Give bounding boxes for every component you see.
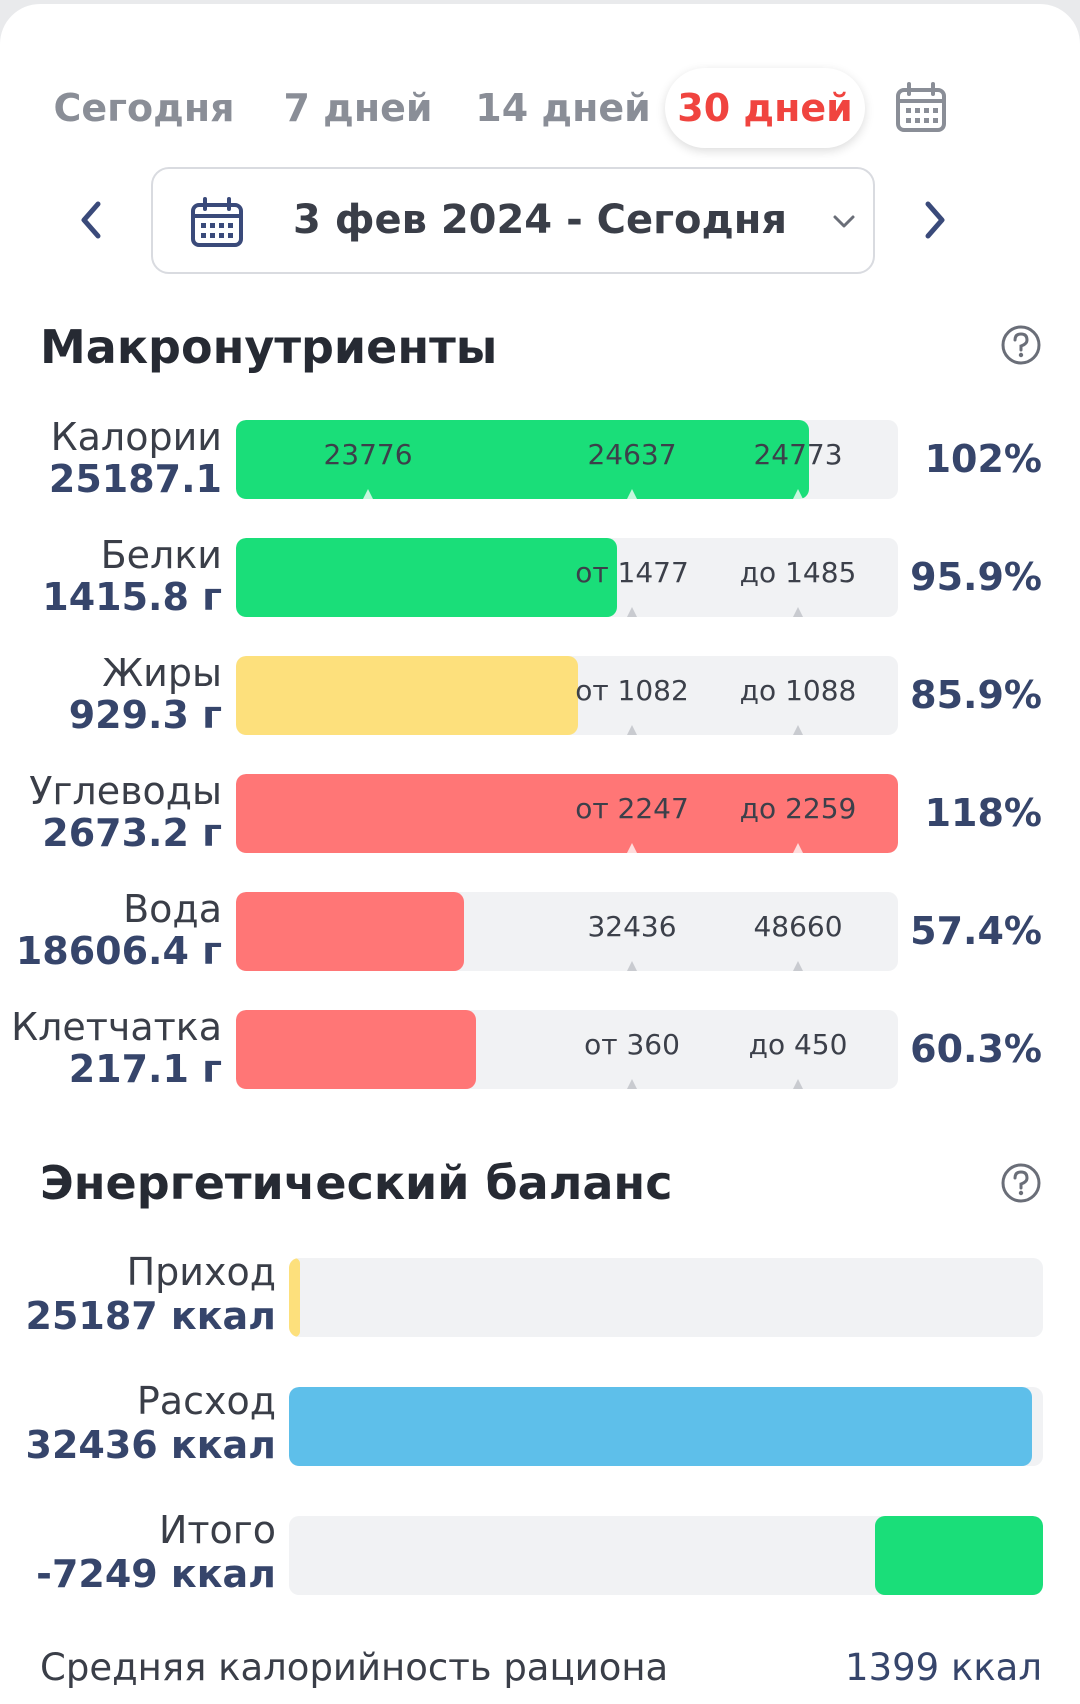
calendar-icon[interactable] <box>893 80 949 136</box>
average-calories-label: Средняя калорийность рациона <box>40 1646 669 1689</box>
macro-label: Вода 18606.4 г <box>16 888 222 972</box>
macro-name: Клетчатка <box>11 1005 222 1049</box>
macro-target-marker <box>793 961 803 971</box>
macro-target-marker <box>627 961 637 971</box>
period-tabs: Сегодня 7 дней 14 дней 30 дней <box>42 68 962 148</box>
macro-target-marker <box>627 489 637 499</box>
macro-progress-fill <box>236 774 898 853</box>
energy-value: 32436 ккал <box>25 1423 277 1467</box>
macro-percent: 57.4% <box>910 909 1042 953</box>
macro-name: Калории <box>50 415 222 459</box>
macro-progress-bar: от 2247 до 2259 <box>236 774 898 853</box>
macro-name: Белки <box>100 533 222 577</box>
energy-bar <box>289 1387 1043 1466</box>
chevron-right-icon[interactable] <box>914 192 954 248</box>
macro-target-marker-label: 48660 <box>753 910 843 943</box>
macro-target-marker <box>793 489 803 499</box>
macro-value: 25187.1 <box>48 457 222 501</box>
calendar-icon <box>189 197 245 249</box>
tab-14-days[interactable]: 14 дней <box>475 86 651 130</box>
macro-target-marker <box>627 725 637 735</box>
macros-title: Макронутриенты <box>40 320 498 374</box>
macro-name: Жиры <box>102 651 222 695</box>
help-icon[interactable] <box>1000 324 1042 366</box>
macro-progress-fill <box>236 1010 476 1089</box>
energy-value: -7249 ккал <box>36 1552 276 1596</box>
macro-target-marker <box>363 489 373 499</box>
energy-name: Расход <box>136 1379 276 1423</box>
macro-target-marker-label: от 2247 <box>575 792 689 825</box>
energy-label: Расход 32436 ккал <box>26 1379 277 1467</box>
macro-progress-fill <box>236 892 464 971</box>
tab-7-days[interactable]: 7 дней <box>283 86 433 130</box>
macro-target-marker-label: 24773 <box>753 438 843 471</box>
average-calories-value: 1399 ккал <box>845 1646 1042 1689</box>
energy-bar-fill <box>875 1516 1043 1595</box>
date-range-selector[interactable]: 3 фев 2024 - Сегодня <box>151 167 875 274</box>
macro-target-marker-label: до 2259 <box>739 792 857 825</box>
macro-progress-bar: 32436 48660 <box>236 892 898 971</box>
macro-target-marker <box>793 725 803 735</box>
macro-value: 1415.8 г <box>42 575 222 619</box>
macro-target-marker <box>793 607 803 617</box>
macro-label: Клетчатка 217.1 г <box>11 1006 222 1090</box>
macro-target-marker <box>627 843 637 853</box>
macro-percent: 85.9% <box>910 673 1042 717</box>
chevron-left-icon[interactable] <box>72 192 112 248</box>
chevron-down-icon <box>829 207 859 237</box>
macro-progress-fill <box>236 420 809 499</box>
date-range-label: 3 фев 2024 - Сегодня <box>293 197 788 243</box>
energy-label: Итого -7249 ккал <box>36 1508 276 1596</box>
help-icon[interactable] <box>1000 1162 1042 1204</box>
macro-label: Углеводы 2673.2 г <box>29 770 222 854</box>
macro-percent: 95.9% <box>910 555 1042 599</box>
macro-progress-fill <box>236 656 578 735</box>
macro-label: Жиры 929.3 г <box>69 652 222 736</box>
macro-target-marker <box>793 1079 803 1089</box>
macro-target-marker <box>627 1079 637 1089</box>
macro-progress-fill <box>236 538 617 617</box>
macro-target-marker-label: от 360 <box>584 1028 680 1061</box>
macro-value: 929.3 г <box>68 693 222 737</box>
macro-name: Вода <box>123 887 222 931</box>
macro-progress-bar: 23776 24637 24773 <box>236 420 898 499</box>
energy-name: Итого <box>158 1508 276 1552</box>
macro-target-marker-label: от 1082 <box>575 674 689 707</box>
macro-target-marker-label: от 1477 <box>575 556 689 589</box>
macro-progress-bar: от 1082 до 1088 <box>236 656 898 735</box>
macro-target-marker-label: 23776 <box>323 438 413 471</box>
macro-progress-bar: от 360 до 450 <box>236 1010 898 1089</box>
energy-bar-fill <box>289 1387 1032 1466</box>
energy-bar <box>289 1258 1043 1337</box>
macro-value: 2673.2 г <box>42 811 222 855</box>
energy-label: Приход 25187 ккал <box>26 1250 277 1338</box>
macro-target-marker <box>793 843 803 853</box>
energy-bar-fill <box>289 1258 300 1337</box>
macro-progress-bar: от 1477 до 1485 <box>236 538 898 617</box>
tab-today[interactable]: Сегодня <box>53 86 235 130</box>
macro-percent: 102% <box>924 437 1042 481</box>
energy-bar <box>289 1516 1043 1595</box>
macro-target-marker-label: до 1485 <box>739 556 857 589</box>
macro-percent: 60.3% <box>910 1027 1042 1071</box>
energy-name: Приход <box>126 1250 276 1294</box>
macro-value: 217.1 г <box>68 1047 222 1091</box>
macro-percent: 118% <box>924 791 1042 835</box>
macro-label: Белки 1415.8 г <box>42 534 222 618</box>
macro-target-marker-label: до 450 <box>748 1028 848 1061</box>
macro-target-marker <box>627 607 637 617</box>
macro-target-marker-label: 32436 <box>587 910 677 943</box>
macro-value: 18606.4 г <box>15 929 222 973</box>
macro-target-marker-label: до 1088 <box>739 674 857 707</box>
macro-name: Углеводы <box>29 769 222 813</box>
macro-target-marker-label: 24637 <box>587 438 677 471</box>
energy-value: 25187 ккал <box>25 1294 277 1338</box>
nutrition-report-card: Сегодня 7 дней 14 дней 30 дней <box>0 4 1080 1704</box>
macro-label: Калории 25187.1 <box>49 416 222 500</box>
energy-title: Энергетический баланс <box>40 1156 673 1210</box>
tab-30-days[interactable]: 30 дней <box>665 68 865 148</box>
